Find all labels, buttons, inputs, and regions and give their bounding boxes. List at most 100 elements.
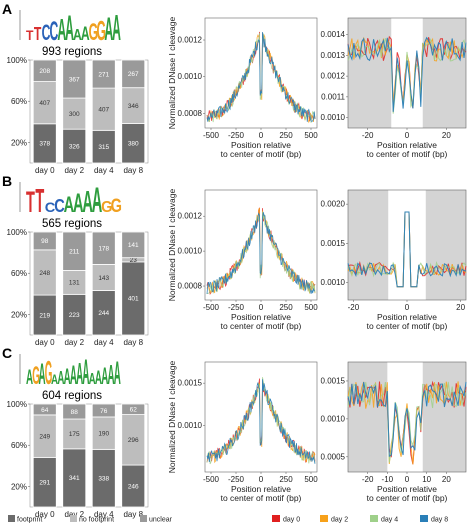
bar-y-tick-label: 60% <box>11 97 27 106</box>
series-line-day-8 <box>206 32 316 122</box>
legend-label: unclear <box>149 517 173 524</box>
y-tick-label: 0.0012 <box>178 212 203 221</box>
y-tick-label: 0.0015 <box>321 239 346 248</box>
motif-letter: A <box>89 370 96 388</box>
bar-y-tick-label: 20% <box>11 138 27 147</box>
bar-value-label: 190 <box>98 430 109 437</box>
x-tick-label: 20 <box>456 303 465 312</box>
motif-letter: A <box>51 371 58 387</box>
motif-letter: C <box>45 200 56 216</box>
legend-swatch <box>140 515 147 522</box>
x-axis-label: Position relative <box>231 140 291 150</box>
bar-segment-unclear <box>62 231 87 271</box>
y-axis-label: Normalized DNase I cleavage <box>167 189 177 302</box>
y-axis-label: Normalized DNase I cleavage <box>167 17 177 130</box>
bar-y-tick-label: 60% <box>11 269 27 278</box>
bar-x-tick-label: day 4 <box>94 166 114 175</box>
regions-label: 993 regions <box>42 46 102 58</box>
bar-value-label: 223 <box>69 312 80 319</box>
panel-letter: C <box>2 345 12 361</box>
motif-letter: A <box>70 361 77 390</box>
y-tick-label: 0.0010 <box>178 247 203 256</box>
motif-letter: A <box>92 181 103 220</box>
bar-value-label: 246 <box>128 483 139 490</box>
motif-letter: C <box>42 20 51 45</box>
legend-bars: footprint no footprint unclear <box>8 515 173 524</box>
bar-x-tick-label: day 8 <box>123 166 143 175</box>
wide-profile-plot: 0.0008 0.0010 0.0012 -500 -250 0 250 500 Positio… <box>167 17 318 159</box>
motif-letter: A <box>65 8 74 48</box>
bar-value-label: 367 <box>69 76 80 83</box>
shade-right <box>425 190 466 300</box>
x-tick-label: -250 <box>228 303 245 312</box>
x-tick-label: 0 <box>405 131 410 140</box>
legend-swatch <box>8 515 15 522</box>
legend-line-swatch <box>370 515 378 522</box>
bar-value-label: 64 <box>41 407 49 414</box>
legend-line-swatch <box>420 515 428 522</box>
motif-letter: C <box>50 17 59 47</box>
x-tick-label: -20 <box>348 303 360 312</box>
x-tick-label: 500 <box>304 303 318 312</box>
x-tick-label: -20 <box>362 131 374 140</box>
y-tick-label: 0.0005 <box>321 452 346 461</box>
y-tick-label: 0.0011 <box>321 92 345 101</box>
y-tick-label: 0.0010 <box>321 414 346 423</box>
legend-line-label: day 4 <box>381 517 398 524</box>
shade-right <box>422 362 466 472</box>
bar-segment-unclear <box>32 403 57 416</box>
zoom-profile-plot: 0.0005 0.0010 0.0015 -20 -10 0 10 20 Position re… <box>321 361 467 503</box>
bar-value-label: 338 <box>98 475 109 482</box>
bar-y-tick-label: 60% <box>11 441 27 450</box>
bar-value-label: 143 <box>98 275 109 282</box>
motif-letter: G <box>89 20 98 46</box>
bar-value-label: 248 <box>39 270 50 277</box>
bar-value-label: 175 <box>69 431 80 438</box>
motif-letter: A <box>64 193 75 218</box>
legend-label: footprint <box>17 517 42 524</box>
y-tick-label: 0.0010 <box>178 72 203 81</box>
motif-letter: G <box>32 363 40 391</box>
series-line-day-8 <box>206 212 316 295</box>
bar-value-label: 341 <box>69 475 80 482</box>
bar-value-label: 219 <box>39 312 50 319</box>
bar-x-tick-label: day 8 <box>123 338 143 347</box>
series-line-day-2 <box>206 382 316 464</box>
legend-line-label: day 0 <box>283 517 300 524</box>
stacked-bar-chart: 20% 60% 100% 291 249 64 day 0 341 175 88 day 2 338 1… <box>7 400 149 519</box>
zoom-profile-plot: 0.0010 0.0015 0.0020 -20 0 20 Position relativ… <box>321 189 467 331</box>
x-tick-label: 0 <box>405 303 410 312</box>
x-tick-label: 10 <box>422 475 431 484</box>
motif-letter: T <box>26 185 35 218</box>
motif-letter: C <box>54 197 65 217</box>
y-tick-label: 0.0008 <box>178 109 203 118</box>
y-tick-label: 0.0020 <box>321 200 346 209</box>
motif-letter: G <box>101 199 112 216</box>
y-tick-label: 0.0015 <box>321 376 346 385</box>
motif-letter: A <box>76 356 83 391</box>
stacked-bar-chart: 20% 60% 100% 219 248 98 day 0 223 131 211 day 2 244… <box>7 228 149 347</box>
bar-value-label: 300 <box>69 111 80 118</box>
x-tick-label: -500 <box>203 131 220 140</box>
bar-value-label: 407 <box>39 100 50 107</box>
x-tick-label: -500 <box>203 475 220 484</box>
wide-profile-plot: 0.0008 0.0010 0.0012 -500 -250 0 250 500 Positio… <box>167 189 318 331</box>
motif-letter: A <box>82 185 93 220</box>
bar-value-label: 407 <box>98 107 109 114</box>
series-line-day-4 <box>347 38 467 114</box>
motif-letter: A <box>101 363 108 389</box>
bar-value-label: 326 <box>69 143 80 150</box>
motif-letter: T <box>34 25 42 45</box>
bar-segment-unclear <box>91 403 116 418</box>
wide-profile-plot: 0.0010 0.0015 -500 -250 0 250 500 Position rela… <box>167 361 318 503</box>
bar-value-label: 88 <box>71 409 79 416</box>
motif-letter: A <box>114 356 121 393</box>
bar-x-tick-label: day 0 <box>35 338 55 347</box>
motif-letter: A <box>104 12 113 48</box>
series-line-day-8 <box>347 381 467 458</box>
bar-value-label: 141 <box>128 242 139 249</box>
bar-value-label: 211 <box>69 249 80 256</box>
y-tick-label: 0.0010 <box>178 421 203 430</box>
